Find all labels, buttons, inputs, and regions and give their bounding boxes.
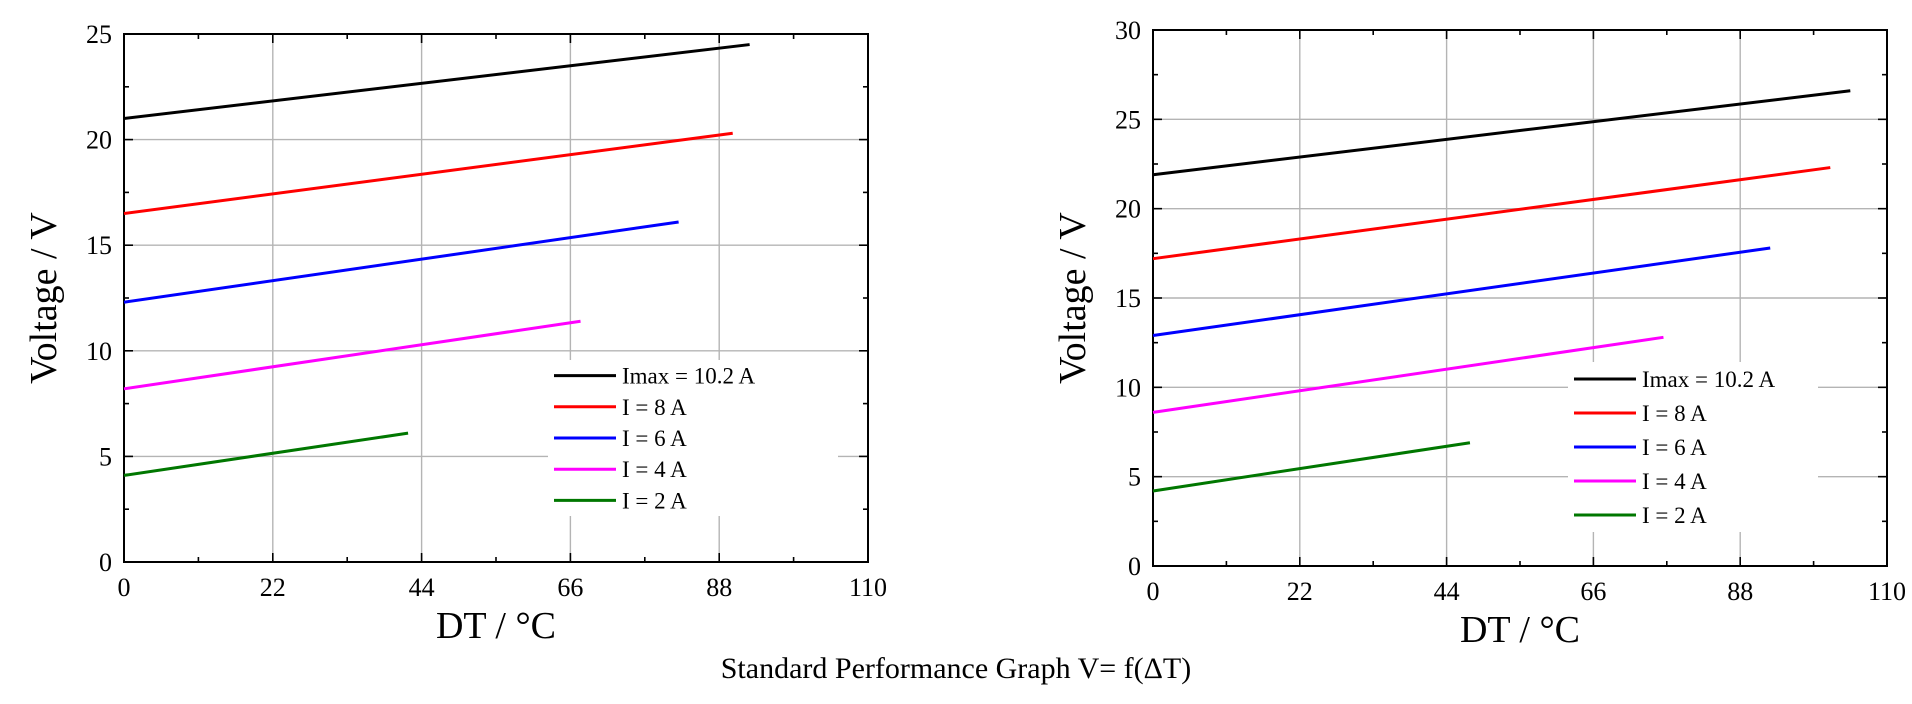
chart2-y-tick-label: 20 <box>1115 195 1141 224</box>
chart2-legend-label: Imax = 10.2 A <box>1642 367 1775 392</box>
chart1-x-tick-label: 66 <box>557 573 583 602</box>
chart2-legend-label: I = 6 A <box>1642 435 1707 460</box>
chart1-y-tick-label: 0 <box>99 548 112 577</box>
chart2-y-tick-label: 30 <box>1115 16 1141 45</box>
chart1-x-tick-label: 22 <box>260 573 286 602</box>
chart2-series-line <box>1152 246 1771 338</box>
chart2-legend-label: I = 4 A <box>1642 469 1707 494</box>
chart1-legend-label: I = 4 A <box>622 457 687 482</box>
chart2-y-tick-label: 25 <box>1115 105 1141 134</box>
chart2-y-tick-label: 0 <box>1128 552 1141 581</box>
chart1-legend-label: I = 2 A <box>622 488 687 513</box>
chart2-legend-label: I = 2 A <box>1642 503 1707 528</box>
chart2-x-axis-label: DT / °C <box>1460 609 1580 651</box>
chart1-y-tick-label: 20 <box>86 126 112 155</box>
chart1-x-tick-label: 44 <box>409 573 435 602</box>
chart1-y-axis-label: Voltage / V <box>23 212 65 384</box>
chart1-series-line <box>123 131 733 216</box>
chart2-x-tick-label: 44 <box>1434 577 1460 606</box>
chart2-series-line <box>1152 89 1851 177</box>
chart2-x-tick-label: 110 <box>1868 577 1906 606</box>
chart1-y-tick-label: 15 <box>86 231 112 260</box>
chart2-x-tick-label: 22 <box>1287 577 1313 606</box>
chart1-series-line <box>123 431 409 477</box>
chart2-x-tick-label: 88 <box>1727 577 1753 606</box>
chart1-legend-label: I = 8 A <box>622 395 687 420</box>
chart1-series-line <box>123 319 581 391</box>
chart2-series-line <box>1152 441 1471 493</box>
chart2-series-line <box>1152 166 1831 261</box>
chart1-y-tick-label: 10 <box>86 337 112 366</box>
chart1-y-tick-label: 5 <box>99 442 112 471</box>
chart1-legend-label: Imax = 10.2 A <box>622 364 755 389</box>
chart2-y-axis-label: Voltage / V <box>1052 212 1094 384</box>
chart1-x-tick-label: 110 <box>849 573 887 602</box>
chart2-series-line <box>1152 335 1664 414</box>
chart2-x-tick-label: 0 <box>1147 577 1160 606</box>
chart2-y-tick-label: 15 <box>1115 284 1141 313</box>
chart1-x-tick-label: 0 <box>118 573 131 602</box>
chart1-series-line <box>123 220 679 304</box>
figure-caption: Standard Performance Graph V= f(ΔT) <box>720 652 1192 685</box>
chart2-legend-label: I = 8 A <box>1642 401 1707 426</box>
chart1-x-tick-label: 88 <box>706 573 732 602</box>
chart1-y-tick-label: 25 <box>86 20 112 49</box>
chart1-legend-label: I = 6 A <box>622 426 687 451</box>
chart2-y-tick-label: 10 <box>1115 373 1141 402</box>
chart2-x-tick-label: 66 <box>1580 577 1606 606</box>
chart1-x-axis-label: DT / °C <box>436 605 556 647</box>
chart1-series-line <box>123 43 750 120</box>
chart2-y-tick-label: 5 <box>1128 463 1141 492</box>
